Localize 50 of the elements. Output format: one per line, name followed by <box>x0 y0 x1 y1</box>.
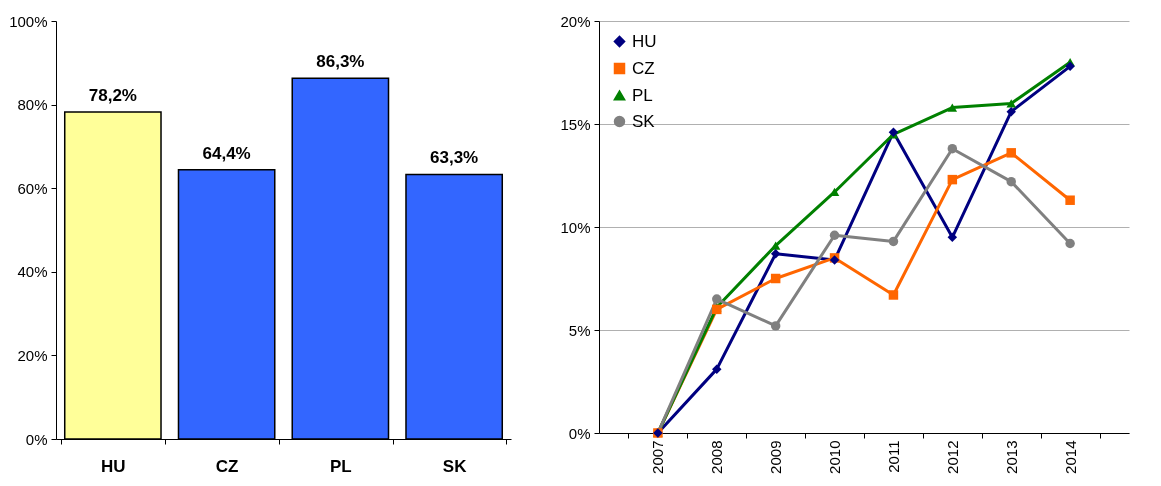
point <box>1006 99 1016 108</box>
point <box>829 230 840 240</box>
y-tick-label: 80% <box>17 96 48 114</box>
x-tick-label: 2009 <box>767 440 785 474</box>
legend-label: HU <box>632 31 657 51</box>
point <box>1065 238 1075 249</box>
point <box>1065 195 1075 205</box>
y-tick-label: 10% <box>560 218 591 236</box>
legend-label: PL <box>632 85 653 105</box>
x-tick-label: SK <box>442 456 468 476</box>
point <box>1065 61 1075 72</box>
point <box>888 290 899 300</box>
y-tick-label: 100% <box>9 12 48 30</box>
point <box>947 143 958 154</box>
legend-label: CZ <box>632 58 655 78</box>
y-tick-label: 20% <box>560 12 591 30</box>
point <box>770 273 781 284</box>
data-label: 64,4% <box>202 143 251 163</box>
x-tick-label: 2010 <box>826 440 844 474</box>
x-tick-label: 2012 <box>943 440 961 474</box>
data-label: 63,3% <box>430 148 479 168</box>
x-tick-label: PL <box>330 456 352 476</box>
point <box>947 174 958 185</box>
x-tick-label: 2008 <box>708 440 726 474</box>
point <box>947 103 958 112</box>
point <box>888 236 899 247</box>
x-tick-label: 2014 <box>1061 440 1079 474</box>
x-tick-label: 2011 <box>884 440 902 473</box>
point <box>712 294 722 304</box>
point <box>1006 148 1016 158</box>
point <box>712 364 722 374</box>
data-label: 86,3% <box>316 52 365 72</box>
y-tick-label: 15% <box>560 115 591 133</box>
x-tick-label: 2007 <box>649 440 667 474</box>
x-tick-label: CZ <box>215 456 239 476</box>
y-tick-label: 20% <box>17 346 48 364</box>
y-tick-label: 60% <box>17 179 48 197</box>
legend-label: SK <box>632 111 656 131</box>
x-tick-label: 2013 <box>1002 440 1020 474</box>
x-tick-label: HU <box>101 456 126 476</box>
point <box>1006 106 1016 117</box>
y-tick-label: 0% <box>568 424 591 442</box>
y-tick-label: 5% <box>568 321 591 339</box>
data-label: 78,2% <box>88 86 137 106</box>
point <box>770 249 781 259</box>
point <box>770 321 781 331</box>
y-tick-label: 0% <box>25 430 48 448</box>
point <box>947 232 958 243</box>
point <box>1006 176 1016 187</box>
y-tick-label: 40% <box>17 263 48 281</box>
